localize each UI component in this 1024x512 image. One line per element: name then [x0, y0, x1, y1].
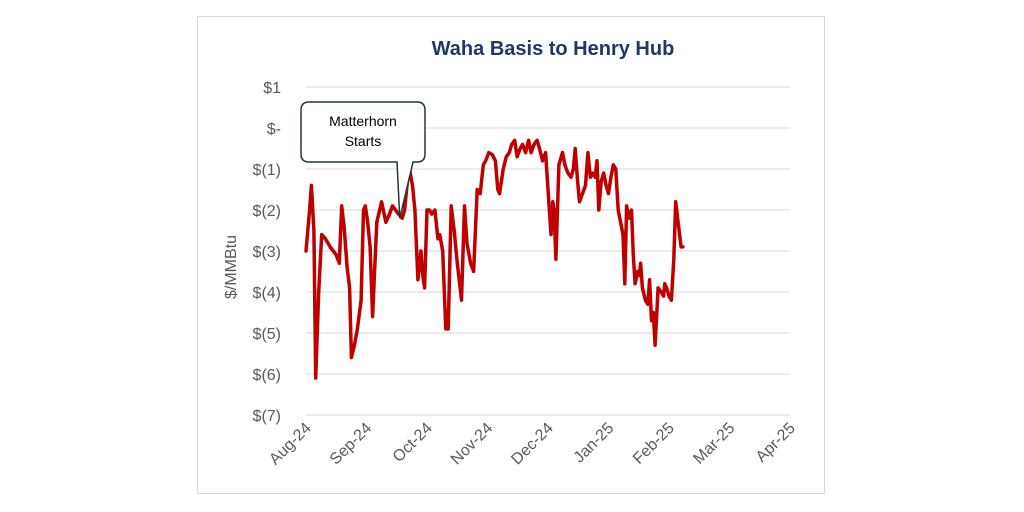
- x-tick-label: Mar-25: [690, 420, 738, 468]
- y-tick-label: $(7): [253, 408, 281, 425]
- x-tick-label: Oct-24: [390, 420, 436, 466]
- callout-text: Starts: [345, 133, 382, 149]
- series-layer: [304, 138, 685, 380]
- x-tick-label: Apr-25: [753, 420, 799, 466]
- y-tick-label: $(6): [253, 367, 281, 384]
- chart: Waha Basis to Henry Hub $1 $- $(1) $(2) $(3)…: [223, 38, 799, 469]
- x-tick-label: Nov-24: [448, 420, 497, 469]
- y-axis-ticks: $1 $- $(1) $(2) $(3) $(4) $(5) $(6) $(7): [253, 80, 282, 425]
- callout: Matterhorn Starts: [300, 101, 426, 219]
- callout-text: Matterhorn: [329, 113, 397, 129]
- x-tick-label: Jan-25: [571, 420, 618, 467]
- y-tick-label: $(5): [253, 326, 281, 343]
- y-axis-label: $/MMBtu: [223, 235, 240, 299]
- x-tick-label: Aug-24: [266, 420, 315, 469]
- x-axis-ticks: Aug-24 Sep-24 Oct-24 Nov-24 Dec-24 Jan-25 Feb-…: [266, 420, 799, 469]
- x-tick-label: Sep-24: [327, 420, 376, 469]
- y-tick-label: $(4): [253, 285, 281, 302]
- chart-title: Waha Basis to Henry Hub: [432, 38, 675, 60]
- y-tick-label: $(2): [253, 203, 281, 220]
- chart-frame: Waha Basis to Henry Hub $1 $- $(1) $(2) $(3)…: [197, 16, 825, 494]
- y-tick-label: $1: [263, 80, 281, 97]
- series-line: [304, 138, 685, 380]
- x-tick-label: Dec-24: [508, 420, 557, 469]
- callout-box: [300, 101, 426, 219]
- y-tick-label: $-: [267, 121, 281, 138]
- y-tick-label: $(1): [253, 162, 281, 179]
- y-tick-label: $(3): [253, 244, 281, 261]
- x-tick-label: Feb-25: [630, 420, 678, 468]
